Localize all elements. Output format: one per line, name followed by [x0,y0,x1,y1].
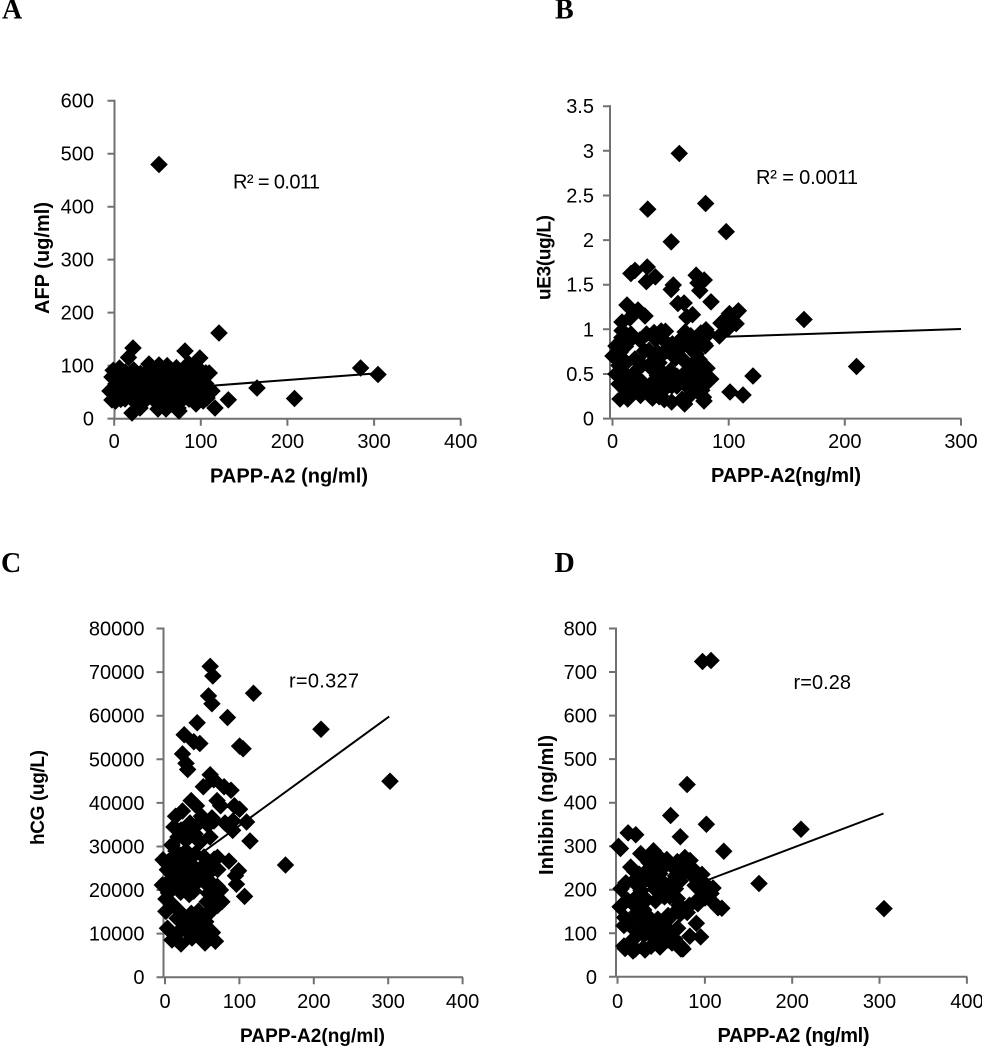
svg-text:PAPP-A2 (ng/ml): PAPP-A2 (ng/ml) [210,466,368,488]
svg-text:D: D [555,548,575,579]
svg-text:0.5: 0.5 [566,364,594,386]
svg-text:2: 2 [583,230,594,252]
svg-text:30000: 30000 [89,837,145,859]
svg-text:0: 0 [612,991,623,1013]
svg-text:700: 700 [564,662,597,684]
svg-text:AFP (ug/ml): AFP (ug/ml) [32,202,54,314]
svg-text:600: 600 [61,91,94,113]
svg-text:400: 400 [444,431,477,453]
svg-text:0: 0 [586,967,597,989]
svg-text:200: 200 [61,303,94,325]
svg-text:r=0.28: r=0.28 [794,672,852,694]
svg-text:A: A [2,0,23,26]
svg-text:200: 200 [776,991,809,1013]
svg-text:60000: 60000 [89,706,145,728]
svg-text:0: 0 [109,431,120,453]
svg-text:PAPP-A2 (ng/ml): PAPP-A2 (ng/ml) [718,1025,870,1047]
svg-text:200: 200 [828,431,861,453]
svg-text:300: 300 [863,991,896,1013]
svg-text:100: 100 [184,431,217,453]
svg-text:1.5: 1.5 [566,275,594,297]
svg-text:B: B [555,0,574,26]
svg-text:0: 0 [133,967,144,989]
svg-text:0: 0 [607,431,618,453]
svg-text:R² = 0.011: R² = 0.011 [233,172,320,194]
svg-text:300: 300 [357,431,390,453]
svg-text:500: 500 [61,144,94,166]
svg-text:PAPP-A2(ng/ml): PAPP-A2(ng/ml) [711,465,861,487]
svg-text:100: 100 [61,356,94,378]
svg-text:0: 0 [159,991,170,1013]
svg-text:50000: 50000 [89,749,145,771]
svg-text:100: 100 [564,923,597,945]
svg-text:200: 200 [271,431,304,453]
svg-text:800: 800 [564,619,597,641]
svg-text:C: C [1,548,21,579]
svg-text:400: 400 [61,197,94,219]
svg-text:2.5: 2.5 [566,186,594,208]
svg-text:3.5: 3.5 [566,96,594,118]
svg-text:70000: 70000 [89,662,145,684]
svg-text:400: 400 [564,793,597,815]
svg-text:20000: 20000 [89,880,145,902]
svg-text:1: 1 [583,319,594,341]
svg-text:hCG (ug/L): hCG (ug/L) [28,750,49,845]
svg-text:600: 600 [564,706,597,728]
svg-text:300: 300 [944,431,977,453]
svg-text:PAPP-A2(ng/ml): PAPP-A2(ng/ml) [240,1026,385,1047]
svg-text:200: 200 [297,991,330,1013]
svg-text:40000: 40000 [89,793,145,815]
svg-text:uE3(ug/L): uE3(ug/L) [535,215,556,300]
svg-text:300: 300 [61,250,94,272]
svg-text:500: 500 [564,749,597,771]
svg-text:200: 200 [564,880,597,902]
svg-text:R² = 0.0011: R² = 0.0011 [756,167,858,189]
svg-text:80000: 80000 [89,619,145,641]
svg-text:Inhibin (ng/ml): Inhibin (ng/ml) [536,735,558,875]
svg-text:r=0.327: r=0.327 [289,671,359,693]
svg-text:0: 0 [583,409,594,431]
svg-text:0: 0 [83,409,94,431]
svg-text:400: 400 [446,991,479,1013]
svg-text:300: 300 [372,991,405,1013]
svg-text:10000: 10000 [89,924,145,946]
svg-text:3: 3 [583,141,594,163]
svg-text:100: 100 [688,991,721,1013]
svg-text:400: 400 [950,991,982,1013]
svg-text:100: 100 [712,431,745,453]
svg-text:100: 100 [223,991,256,1013]
svg-text:300: 300 [564,836,597,858]
